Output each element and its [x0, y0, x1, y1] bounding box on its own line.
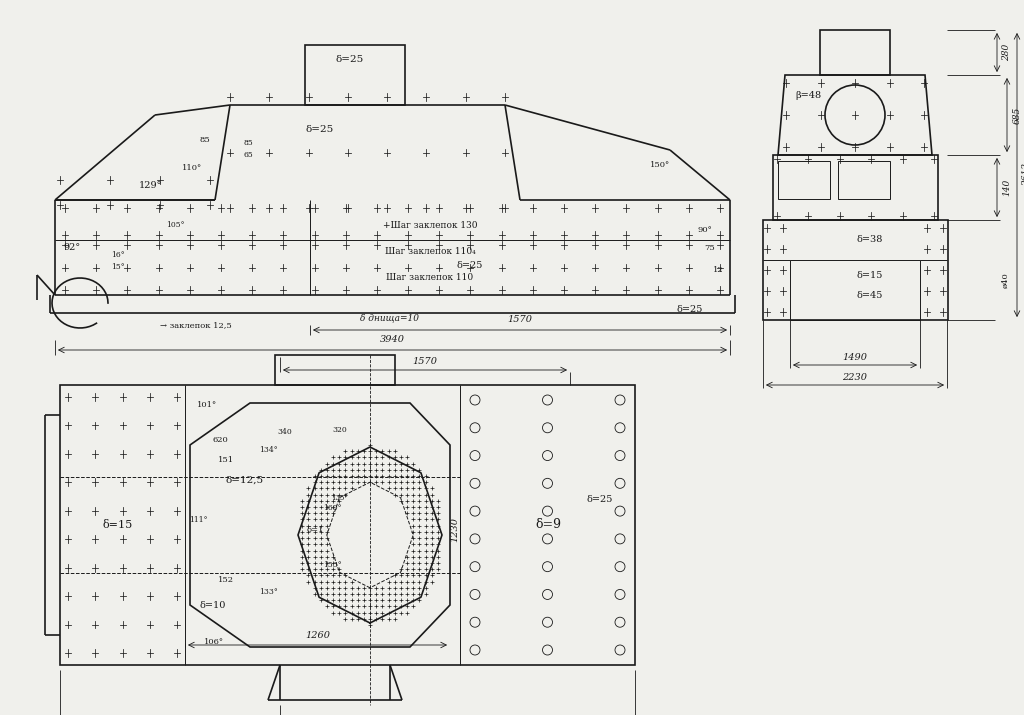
Text: 135°: 135° — [332, 494, 348, 502]
Text: 129°: 129° — [138, 180, 162, 189]
Text: 153°: 153° — [323, 561, 341, 569]
Bar — [838, 161, 890, 199]
Text: 1570: 1570 — [413, 358, 437, 367]
Text: 685: 685 — [1013, 107, 1022, 124]
Bar — [275, 355, 395, 385]
Text: δ=15: δ=15 — [857, 270, 883, 280]
Text: δ=9: δ=9 — [535, 518, 561, 531]
Bar — [305, 45, 406, 105]
Text: 152: 152 — [218, 576, 234, 584]
Text: β=48: β=48 — [795, 91, 821, 99]
Text: δ=25: δ=25 — [677, 305, 703, 315]
Text: 340: 340 — [278, 428, 293, 436]
Text: 1260: 1260 — [305, 631, 330, 639]
Text: 1570: 1570 — [508, 315, 532, 325]
Text: δ=38: δ=38 — [857, 235, 883, 245]
Text: 85: 85 — [243, 139, 253, 147]
Text: 320: 320 — [333, 426, 347, 434]
Bar — [778, 161, 830, 199]
Text: δ=45: δ=45 — [857, 290, 883, 300]
Text: 280: 280 — [1002, 44, 1012, 61]
Text: 2230: 2230 — [843, 373, 867, 382]
Text: 106°: 106° — [204, 638, 224, 646]
Text: Шаг заклепок 110₄: Шаг заклепок 110₄ — [385, 247, 475, 257]
Text: δ=25: δ=25 — [457, 260, 483, 270]
Text: 151: 151 — [218, 456, 234, 464]
Bar — [820, 30, 890, 75]
Text: 2613: 2613 — [1023, 164, 1024, 187]
Text: δ=25: δ=25 — [587, 495, 613, 505]
Text: δ=25: δ=25 — [336, 56, 365, 64]
Bar — [60, 385, 635, 665]
Text: δ=25: δ=25 — [306, 126, 334, 134]
Text: 3940: 3940 — [380, 335, 406, 345]
Text: 160°: 160° — [323, 504, 341, 512]
Text: 140: 140 — [1002, 179, 1012, 196]
Text: ø40: ø40 — [1001, 272, 1009, 288]
Text: 1490: 1490 — [843, 352, 867, 362]
Text: 150°: 150° — [650, 161, 670, 169]
Text: δ=10: δ=10 — [200, 601, 226, 609]
Text: 75: 75 — [705, 244, 716, 252]
Text: Шаг заклепок 110: Шаг заклепок 110 — [386, 274, 473, 282]
Bar — [790, 260, 920, 320]
Text: 111°: 111° — [188, 516, 207, 524]
Text: 85: 85 — [200, 136, 210, 144]
Text: → заклепок 12,5: → заклепок 12,5 — [160, 321, 231, 329]
Text: 16°: 16° — [112, 251, 125, 259]
Text: 1230: 1230 — [451, 518, 460, 543]
Text: 134°: 134° — [259, 446, 278, 454]
Text: δ=15: δ=15 — [102, 520, 133, 530]
Text: 90°: 90° — [697, 226, 713, 234]
Text: δ=12,5: δ=12,5 — [226, 475, 264, 485]
Text: δ=1: δ=1 — [306, 526, 324, 534]
Text: δ днища=10: δ днища=10 — [360, 313, 420, 322]
Text: 12: 12 — [713, 266, 723, 274]
Text: 105°: 105° — [166, 221, 184, 229]
Text: 101°: 101° — [197, 401, 217, 409]
Text: 92°: 92° — [63, 244, 81, 252]
Text: +Шаг заклепок 130: +Шаг заклепок 130 — [383, 220, 477, 230]
Text: 110°: 110° — [182, 164, 202, 172]
Text: 65: 65 — [243, 151, 253, 159]
Text: 133°: 133° — [259, 588, 278, 596]
Text: 15°: 15° — [112, 263, 125, 271]
Bar — [773, 155, 938, 220]
Bar — [763, 220, 948, 320]
Text: 620: 620 — [212, 436, 228, 444]
